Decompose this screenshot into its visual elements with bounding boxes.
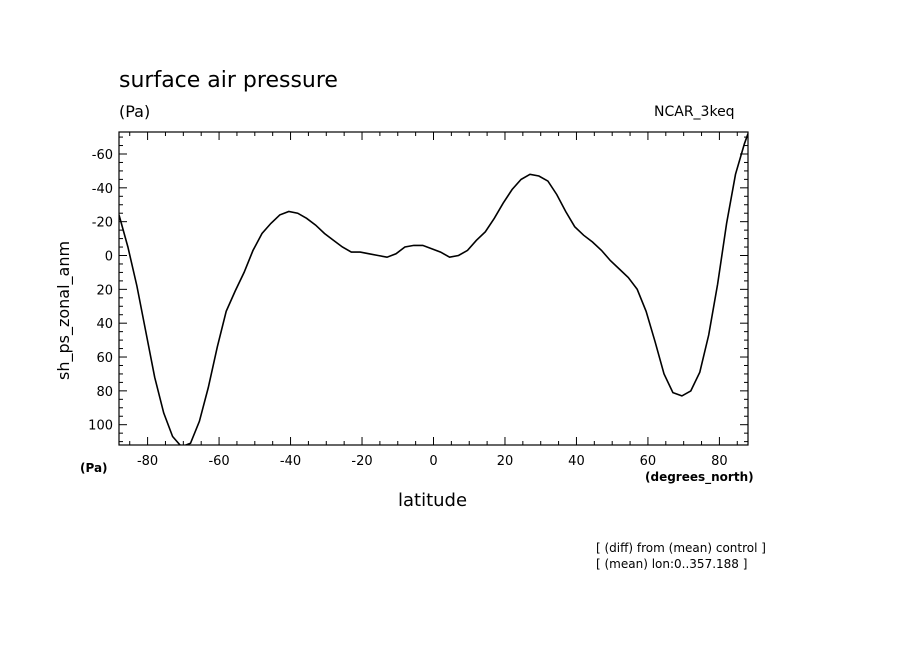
y-tick-label: -20 [92, 216, 113, 231]
x-tick-label: 60 [640, 454, 657, 469]
x-tick-label: 80 [711, 454, 728, 469]
series [119, 133, 748, 445]
x-tick-label: -80 [137, 454, 158, 469]
note-mean: [ (mean) lon:0..357.188 ] [596, 557, 748, 571]
x-tick-label: -40 [280, 454, 301, 469]
y-tick-label: 80 [96, 385, 113, 400]
plot-frame [118, 131, 749, 446]
y-tick-label: -60 [92, 148, 113, 163]
note-diff: [ (diff) from (mean) control ] [596, 541, 766, 555]
series-line [119, 133, 748, 445]
x-axis-label: latitude [398, 490, 468, 511]
tick-labels: -80 -60 -40 -20 0 20 40 60 80 -60 -40 -20 0 20 40 60 80 1… [88, 148, 728, 469]
axes [118, 131, 749, 446]
x-tick-label: -60 [208, 454, 229, 469]
chart-title: surface air pressure [119, 68, 338, 93]
chart-units: (Pa) [119, 102, 151, 121]
x-tick-label: 40 [568, 454, 585, 469]
y-tick-label: 0 [105, 250, 113, 265]
y-tick-label: 20 [96, 283, 113, 298]
y-tick-label: 40 [96, 317, 113, 332]
x-unit-label: (degrees_north) [645, 470, 754, 484]
y-tick-label: 60 [96, 351, 113, 366]
x-tick-label: 20 [497, 454, 514, 469]
y-tick-label: -40 [92, 182, 113, 197]
model-label: NCAR_3keq [654, 104, 735, 120]
y-tick-label: 100 [88, 419, 113, 434]
x-tick-label: 0 [429, 454, 437, 469]
y-unit-label: (Pa) [80, 461, 108, 475]
ticks [119, 132, 748, 445]
x-tick-label: -20 [351, 454, 372, 469]
